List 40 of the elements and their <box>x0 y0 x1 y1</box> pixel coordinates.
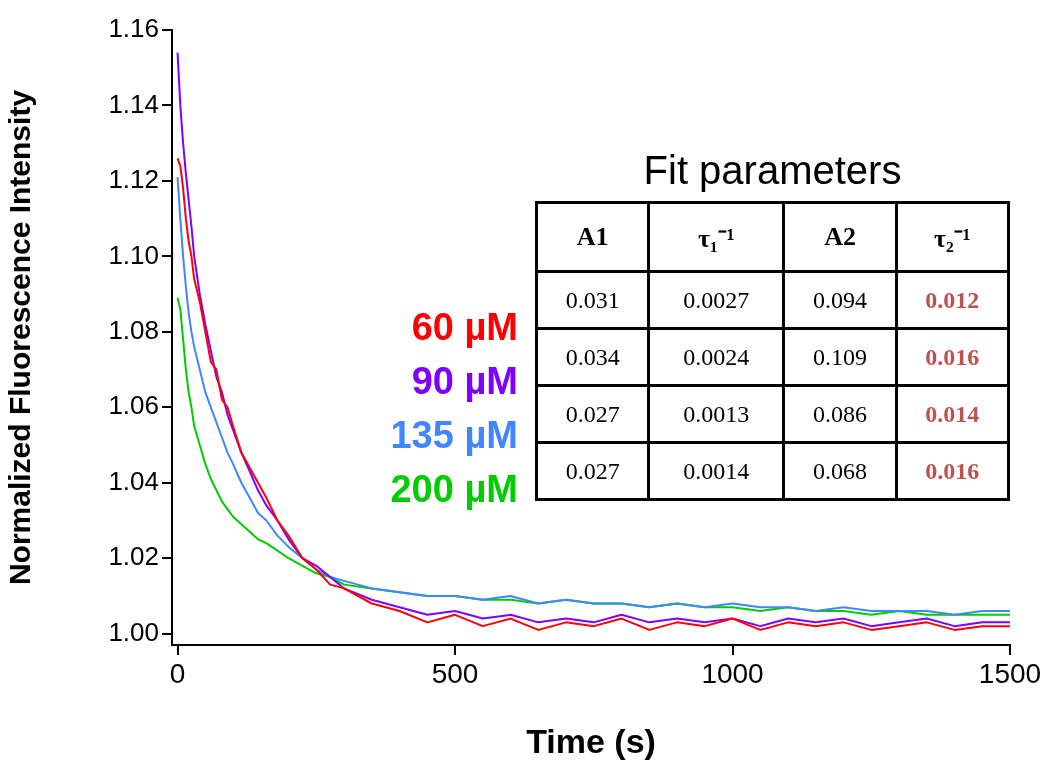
text: Fit parameters <box>642 148 903 193</box>
y-tick-label: 1.04 <box>108 465 159 496</box>
y-tick-label: 1.16 <box>108 13 159 44</box>
text: 0.014 <box>925 400 980 427</box>
text: 0.068 <box>813 457 868 484</box>
category-label: A2 <box>783 202 897 272</box>
text: 0.086 <box>813 400 868 427</box>
x-tick-label: 0 <box>169 657 186 689</box>
y-tick-label: 1.00 <box>108 616 159 647</box>
y-tick-label: 1.06 <box>108 390 159 421</box>
y-tick-label: 1.08 <box>108 315 159 346</box>
text: 0.034 <box>565 343 620 370</box>
text: 0.027 <box>565 457 620 484</box>
text: 200 µM <box>390 467 518 512</box>
y-tick-label: 1.02 <box>108 541 159 572</box>
text: 0.012 <box>925 286 980 313</box>
text: 0.016 <box>925 343 980 370</box>
text: 60 µM <box>410 305 518 350</box>
text: 0.109 <box>813 343 868 370</box>
text: 135 µM <box>390 413 518 458</box>
text: 0.031 <box>565 286 620 313</box>
x-tick-label: 500 <box>431 657 479 689</box>
x-tick-label: 1500 <box>978 657 1042 689</box>
category-label: τ₂⁻¹ <box>896 202 1009 272</box>
x-axis-title: Time (s) <box>526 721 656 760</box>
y-tick-label: 1.10 <box>108 239 159 270</box>
text: 90 µM <box>410 359 518 404</box>
y-axis-title: Normalized Fluorescence Intensity <box>3 89 37 586</box>
category-label: A1 <box>536 202 649 272</box>
text: 0.027 <box>565 400 620 427</box>
text: 0.016 <box>925 457 980 484</box>
y-tick-label: 1.14 <box>108 88 159 119</box>
text: 0.0014 <box>683 457 750 484</box>
category-label: τ₁⁻¹ <box>648 202 784 272</box>
y-tick-label: 1.12 <box>108 164 159 195</box>
text: 0.0027 <box>683 286 750 313</box>
x-tick-label: 1000 <box>701 657 764 689</box>
text: 0.0024 <box>683 343 750 370</box>
text: 0.0013 <box>683 400 750 427</box>
text: 0.094 <box>813 286 868 313</box>
